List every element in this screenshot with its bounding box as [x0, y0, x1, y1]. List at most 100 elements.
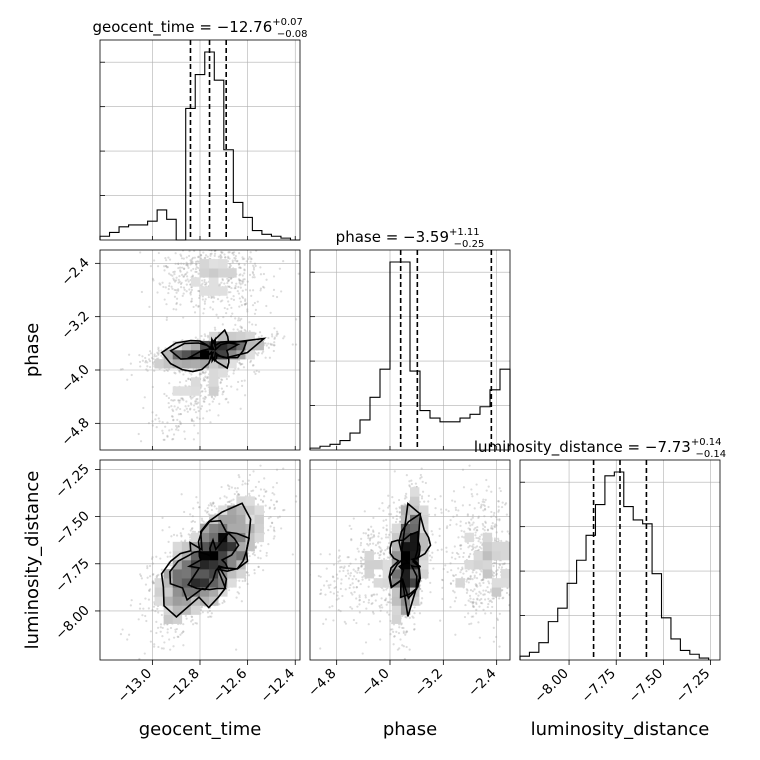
sample-point [234, 254, 237, 258]
sample-point [156, 291, 159, 294]
sample-point [127, 353, 131, 356]
sample-point [236, 388, 239, 391]
sample-point [237, 285, 240, 289]
sample-point [275, 481, 278, 485]
sample-point [160, 568, 163, 571]
density-bin [218, 259, 228, 269]
sample-point [187, 280, 190, 283]
sample-point [241, 280, 244, 283]
sample-point [263, 477, 266, 480]
sample-point [257, 444, 259, 446]
density-bin [172, 350, 183, 360]
density-bin [218, 286, 228, 296]
sample-point [161, 231, 163, 233]
sample-point [232, 372, 235, 375]
sample-point [275, 334, 278, 337]
sample-point [272, 349, 275, 353]
sample-point [228, 500, 231, 503]
sample-point [272, 344, 276, 347]
density-bin [227, 359, 237, 369]
sample-point [267, 517, 270, 520]
sample-point [139, 574, 143, 578]
sample-point [269, 311, 272, 314]
sample-point [170, 398, 173, 402]
sample-point [198, 506, 201, 509]
sample-point [161, 529, 164, 532]
density-bin [209, 368, 219, 378]
sample-point [147, 598, 151, 601]
sample-point [213, 250, 216, 252]
sample-point [248, 492, 251, 496]
sample-point [204, 390, 207, 393]
sample-point [179, 266, 182, 269]
sample-point [213, 505, 216, 508]
sample-point [228, 263, 231, 266]
sample-point [180, 273, 184, 277]
sample-point [180, 631, 184, 635]
sample-point [257, 480, 260, 483]
sample-point [260, 334, 263, 337]
sample-point [223, 253, 226, 256]
sample-point [203, 372, 206, 375]
sample-point [189, 539, 192, 542]
sample-point [179, 412, 182, 416]
sample-point [270, 499, 273, 502]
sample-point [194, 402, 197, 405]
grid-layer [100, 40, 720, 660]
sample-point [191, 275, 194, 278]
sample-point [195, 263, 198, 266]
sample-point [232, 328, 235, 331]
sample-point [185, 245, 187, 247]
sample-point [174, 372, 177, 375]
density-bin [209, 340, 219, 351]
sample-point [152, 363, 156, 366]
sample-point [268, 356, 272, 359]
sample-point [251, 489, 255, 492]
sample-point [244, 302, 247, 306]
sample-point [254, 264, 257, 267]
sample-point [275, 468, 279, 471]
sample-point [180, 397, 183, 400]
sample-point [192, 367, 195, 371]
sample-point [146, 361, 149, 364]
sample-point [182, 623, 185, 626]
sample-point [184, 539, 187, 542]
sample-point [267, 346, 270, 349]
sample-point [251, 270, 254, 274]
sample-point [153, 643, 156, 646]
sample-point [275, 333, 278, 336]
sample-point [193, 246, 195, 248]
sample-point [189, 407, 192, 410]
sample-point [249, 361, 252, 364]
sample-point [239, 266, 242, 270]
sample-point [159, 557, 162, 560]
sample-point [210, 615, 213, 618]
sample-point [185, 275, 189, 278]
sample-point [198, 289, 201, 293]
sample-point [195, 402, 198, 405]
sample-point [228, 266, 232, 269]
sample-point [258, 331, 262, 334]
sample-point [246, 582, 249, 586]
sample-point [250, 489, 253, 493]
sample-point [220, 281, 223, 284]
sample-point [226, 247, 228, 249]
sample-point [155, 414, 158, 417]
sample-point [230, 277, 233, 280]
sample-point [172, 645, 175, 648]
sample-point [202, 247, 204, 249]
sample-point [262, 272, 266, 276]
sample-point [248, 321, 251, 324]
sample-point [156, 265, 160, 268]
density-bin [209, 386, 219, 396]
sample-point [155, 555, 158, 558]
sample-point [129, 362, 132, 365]
sample-point [197, 531, 200, 534]
sample-point [219, 223, 221, 225]
sample-point [203, 300, 206, 303]
sample-point [189, 402, 192, 405]
sample-point [187, 377, 190, 381]
sample-point [227, 589, 231, 592]
sample-point [172, 399, 175, 402]
sample-point [152, 357, 155, 360]
